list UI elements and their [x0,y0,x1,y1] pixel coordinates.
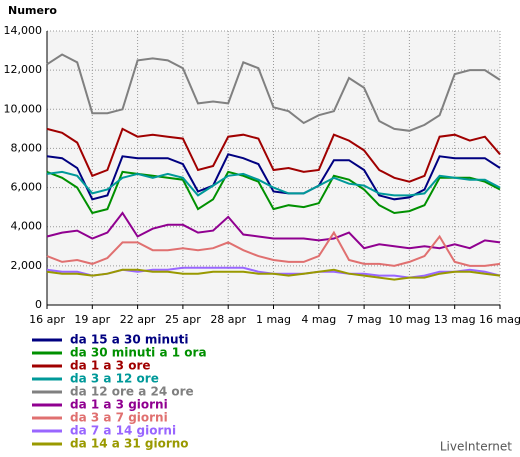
series-line [46,127,501,183]
series-line [46,268,501,281]
legend-label: da 15 a 30 minuti [70,333,188,347]
x-tick-label: 19 apr [74,313,110,326]
x-tick-label: 13 mag [434,313,476,326]
x-tick-label: 4 mag [301,313,336,326]
legend-label: da 14 a 31 giorno [70,437,189,451]
y-tick-label: 10,000 [4,102,43,115]
series-line [46,170,501,197]
series-line [46,170,501,215]
y-tick-label: 6,000 [11,181,43,194]
y-tick-label: 12,000 [4,63,43,76]
y-axis-label: Numero [8,4,57,17]
y-tick-label: 0 [35,298,42,311]
series-line [46,211,501,250]
y-tick-label: 2,000 [11,259,43,272]
x-tick-label: 16 apr [29,313,65,326]
x-tick-label: 22 apr [120,313,156,326]
x-tick-label: 28 apr [210,313,246,326]
brand: LiveInternet [440,440,512,454]
legend-label: da 12 ore a 24 ore [70,385,194,399]
x-tick-label: 16 mag [479,313,520,326]
x-tick-label: 25 apr [165,313,201,326]
x-tick-label: 7 mag [347,313,382,326]
legend-label: da 1 a 3 ore [70,359,151,373]
series-line [46,153,501,201]
y-tick-label: 4,000 [11,220,43,233]
legend-label: da 30 minuti a 1 ora [70,346,207,360]
x-tick-label: 1 mag [256,313,291,326]
legend-label: da 3 a 12 ore [70,372,159,386]
legend-label: da 7 a 14 giorni [70,424,176,438]
legend-label: da 1 a 3 giorni [70,398,168,412]
series-line [46,53,501,132]
legend-label: da 3 a 7 giorni [70,411,168,425]
x-tick-label: 10 mag [388,313,430,326]
series-line [46,230,501,267]
y-tick-label: 8,000 [11,141,43,154]
y-tick-label: 14,000 [4,24,43,37]
